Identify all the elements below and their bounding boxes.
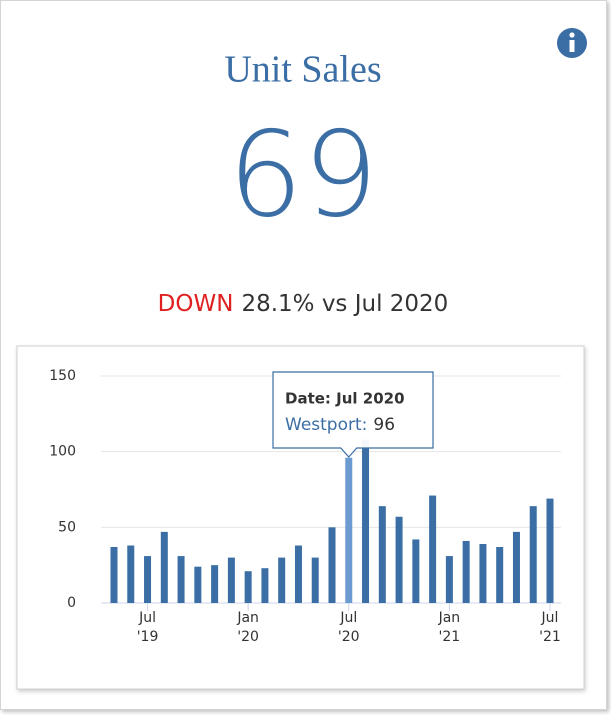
title: Unit Sales <box>224 49 381 91</box>
bar <box>127 545 135 603</box>
bar <box>445 556 453 603</box>
tooltip-row: Westport: 96 <box>285 415 395 435</box>
bar <box>546 498 554 603</box>
bar <box>294 545 302 603</box>
y-tick-label: 0 <box>67 595 76 611</box>
bar <box>144 556 152 603</box>
bar <box>395 516 403 603</box>
bar <box>529 506 537 603</box>
plot: 0 50 100 150 Date: Jul 2020 Westport: 96 <box>49 368 561 611</box>
bar <box>512 531 520 603</box>
bar <box>177 556 185 603</box>
trend-line: DOWN 28.1% vs Jul 2020 <box>158 291 449 317</box>
bar <box>378 506 386 603</box>
bar <box>345 457 353 603</box>
tooltip-title: Date: Jul 2020 <box>285 390 405 408</box>
x-tick-label: Jan '21 <box>438 610 461 645</box>
bar <box>194 566 202 603</box>
y-tick-label: 100 <box>49 444 76 460</box>
bar <box>244 571 252 603</box>
bar <box>261 568 269 603</box>
y-tick-label: 150 <box>49 368 76 384</box>
kpi-value: 69 <box>228 105 378 243</box>
chart-frame <box>16 345 585 690</box>
info-icon-bar <box>569 40 575 52</box>
x-tick-label: Jan '20 <box>237 610 259 645</box>
bar <box>278 557 286 603</box>
info-icon-dot <box>569 32 575 38</box>
tooltip-series: Westport: <box>285 415 367 435</box>
y-tick-label: 50 <box>58 519 76 535</box>
bar <box>462 540 470 603</box>
x-tick-label: Jul '21 <box>539 610 561 645</box>
tooltip-value: 96 <box>373 415 395 435</box>
bar <box>211 565 219 603</box>
x-tick-label: Jul '20 <box>337 610 360 645</box>
x-tick-label: Jul '19 <box>136 610 159 645</box>
trend: DOWN <box>158 291 234 317</box>
bar <box>479 543 487 603</box>
bar <box>328 527 336 603</box>
bar <box>311 557 319 603</box>
bar <box>362 439 370 603</box>
comparison: 28.1% vs Jul 2020 <box>241 291 448 317</box>
bar <box>227 557 235 603</box>
bar <box>429 495 437 603</box>
bar <box>496 547 504 603</box>
bar <box>110 547 118 603</box>
tooltip-box <box>272 371 434 458</box>
bar <box>412 539 420 603</box>
bar <box>160 531 168 603</box>
